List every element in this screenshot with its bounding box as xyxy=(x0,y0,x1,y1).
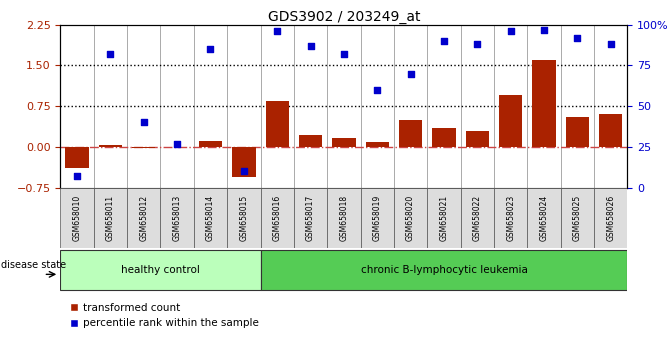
Bar xyxy=(94,188,127,248)
Text: GSM658017: GSM658017 xyxy=(306,195,315,241)
Bar xyxy=(494,188,527,248)
Text: GSM658024: GSM658024 xyxy=(539,195,548,241)
Bar xyxy=(394,188,427,248)
Text: GSM658011: GSM658011 xyxy=(106,195,115,241)
Bar xyxy=(499,95,522,147)
Point xyxy=(405,71,416,76)
Bar xyxy=(232,147,256,177)
Bar xyxy=(594,188,627,248)
Point xyxy=(472,41,482,47)
Text: GSM658014: GSM658014 xyxy=(206,195,215,241)
Point xyxy=(505,28,516,34)
Text: GSM658015: GSM658015 xyxy=(240,195,248,241)
Text: GSM658013: GSM658013 xyxy=(172,195,182,241)
Point xyxy=(572,35,582,41)
Bar xyxy=(60,188,94,248)
Bar xyxy=(366,142,389,147)
Bar xyxy=(132,147,156,148)
Point xyxy=(305,43,316,49)
Bar xyxy=(294,188,327,248)
Text: GSM658012: GSM658012 xyxy=(140,195,148,241)
Text: GSM658023: GSM658023 xyxy=(506,195,515,241)
Bar xyxy=(60,250,260,290)
Point xyxy=(205,46,216,52)
Bar xyxy=(160,188,194,248)
Legend: transformed count, percentile rank within the sample: transformed count, percentile rank withi… xyxy=(66,299,263,332)
Bar xyxy=(399,120,422,147)
Text: GSM658025: GSM658025 xyxy=(573,195,582,241)
Bar xyxy=(561,188,594,248)
Bar xyxy=(260,188,294,248)
Bar xyxy=(260,250,627,290)
Point xyxy=(72,173,83,179)
Point xyxy=(272,28,282,34)
Bar xyxy=(199,142,222,147)
Text: GSM658020: GSM658020 xyxy=(406,195,415,241)
Bar xyxy=(532,60,556,147)
Title: GDS3902 / 203249_at: GDS3902 / 203249_at xyxy=(268,10,420,24)
Text: GSM658016: GSM658016 xyxy=(272,195,282,241)
Point xyxy=(105,51,116,57)
Text: GSM658026: GSM658026 xyxy=(606,195,615,241)
Bar xyxy=(427,188,460,248)
Bar xyxy=(266,101,289,147)
Text: chronic B-lymphocytic leukemia: chronic B-lymphocytic leukemia xyxy=(360,265,527,275)
Bar xyxy=(99,145,122,147)
Bar xyxy=(327,188,360,248)
Bar xyxy=(194,188,227,248)
Text: GSM658018: GSM658018 xyxy=(340,195,348,241)
Point xyxy=(172,141,183,147)
Bar xyxy=(227,188,260,248)
Bar xyxy=(566,117,589,147)
Bar xyxy=(360,188,394,248)
Bar xyxy=(599,114,623,147)
Bar xyxy=(65,147,89,167)
Bar xyxy=(127,188,160,248)
Bar xyxy=(299,135,322,147)
Text: disease state: disease state xyxy=(1,261,66,270)
Point xyxy=(439,38,450,44)
Text: healthy control: healthy control xyxy=(121,265,200,275)
Point xyxy=(138,120,149,125)
Text: GSM658019: GSM658019 xyxy=(372,195,382,241)
Text: GSM658022: GSM658022 xyxy=(473,195,482,241)
Bar xyxy=(527,188,561,248)
Bar xyxy=(332,138,356,147)
Text: GSM658010: GSM658010 xyxy=(72,195,82,241)
Point xyxy=(539,27,550,33)
Point xyxy=(605,41,616,47)
Bar xyxy=(466,131,489,147)
Point xyxy=(338,51,349,57)
Text: GSM658021: GSM658021 xyxy=(440,195,448,241)
Point xyxy=(372,87,382,93)
Bar xyxy=(460,188,494,248)
Bar xyxy=(432,128,456,147)
Point xyxy=(238,169,249,174)
Bar xyxy=(166,147,189,148)
